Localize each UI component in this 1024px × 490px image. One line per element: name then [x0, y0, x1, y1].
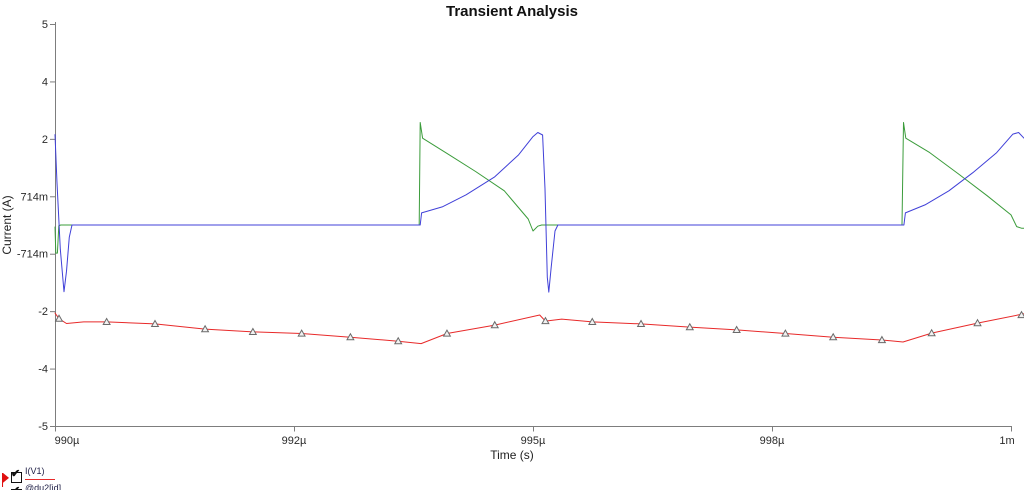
data-point-marker: [877, 335, 887, 344]
series-label[interactable]: I(V1): [25, 466, 55, 480]
x-tick-label: 990µ: [55, 435, 80, 447]
data-point-marker: [636, 319, 646, 327]
legend-item-@du2[id]: ✔ @du2[id]: [11, 483, 61, 490]
y-tick-label: 2: [42, 134, 48, 146]
data-point-marker: [102, 317, 111, 325]
x-tick-label: 1m: [999, 435, 1014, 447]
data-point-marker: [541, 316, 550, 325]
data-point-marker: [828, 332, 838, 341]
x-tick-label: 995µ: [521, 435, 546, 447]
y-tick-label: 714m: [20, 191, 48, 203]
data-point-marker: [927, 328, 936, 337]
legend-item-I(V1): ✔ I(V1): [11, 466, 61, 483]
y-tick-label: -5: [38, 421, 48, 433]
y-tick-label: 4: [42, 76, 48, 88]
y-tick-label: -4: [38, 364, 48, 376]
y-tick-label: 5: [42, 19, 48, 31]
data-point-marker: [200, 324, 210, 333]
trace-@du3[id]: [54, 132, 1024, 293]
data-point-marker: [732, 325, 741, 334]
plot-area: 5 4 2 714m -714m -2 -4 -5 990µ 992µ 995µ 998µ 1m: [17, 19, 1024, 447]
legend-checkbox-I(V1)[interactable]: ✔: [11, 468, 22, 483]
trace-@du2[id]: [54, 122, 1024, 254]
data-point-marker: [248, 327, 258, 336]
cursor-flag-icon: [2, 473, 9, 487]
y-tick-label: -714m: [17, 249, 48, 261]
checkmark-icon: ✔: [11, 486, 20, 490]
data-point-marker: [393, 336, 403, 345]
data-point-marker: [588, 317, 597, 325]
legend: ✔I(V1)✔@du2[id]✔@du3[id]: [2, 466, 72, 490]
checkmark-icon: ✔: [11, 468, 21, 480]
x-tick-label: 992µ: [282, 435, 307, 447]
data-point-marker: [346, 332, 355, 341]
data-point-marker: [297, 329, 306, 337]
data-point-marker: [781, 329, 790, 337]
series-label[interactable]: @du2[id]: [25, 483, 61, 490]
data-point-marker: [54, 314, 64, 322]
data-point-marker: [685, 322, 695, 331]
data-point-marker: [973, 318, 982, 327]
y-axis-title: Current (A): [0, 195, 14, 255]
data-point-marker: [490, 320, 500, 329]
trace-I(V1): [54, 312, 1024, 345]
x-tick-label: 998µ: [760, 435, 785, 447]
chart-title: Transient Analysis: [446, 3, 578, 20]
data-point-marker: [1017, 310, 1024, 319]
data-point-marker: [442, 329, 452, 337]
data-point-marker: [150, 319, 160, 327]
x-axis-title: Time (s): [490, 448, 534, 462]
y-tick-label: -2: [38, 306, 48, 318]
legend-items: ✔I(V1)✔@du2[id]✔@du3[id]: [11, 466, 72, 490]
